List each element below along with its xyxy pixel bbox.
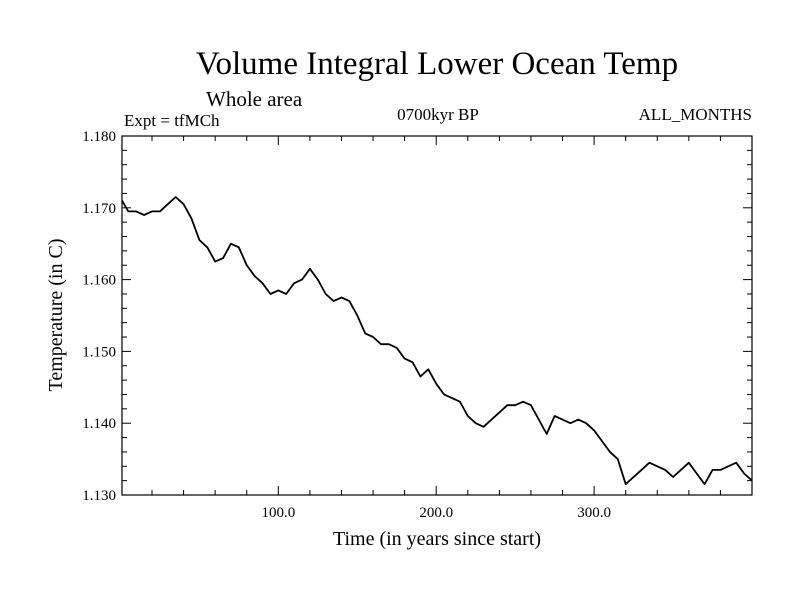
period-label: 0700kyr BP [397, 105, 479, 124]
y-tick-label: 1.140 [82, 416, 116, 432]
y-tick-label: 1.170 [82, 201, 116, 217]
chart-subtitle: Whole area [206, 87, 303, 111]
y-tick-label: 1.130 [82, 488, 116, 504]
y-tick-label: 1.160 [82, 273, 116, 289]
x-tick-label: 100.0 [261, 505, 295, 521]
x-axis-label: Time (in years since start) [333, 528, 541, 550]
x-tick-label: 300.0 [577, 505, 611, 521]
x-tick-label: 200.0 [419, 505, 453, 521]
plot-frame [121, 135, 753, 496]
y-tick-label: 1.180 [82, 129, 116, 145]
chart-title: Volume Integral Lower Ocean Temp [196, 46, 678, 82]
experiment-label: Expt = tfMCh [124, 111, 220, 130]
months-label: ALL_MONTHS [639, 105, 752, 124]
plot-area: 100.0 200.0 300.0 1.130 1.140 1.150 1.160 1.170… [82, 129, 753, 521]
y-axis-label: Temperature (in C) [45, 239, 67, 392]
temperature-series-line [121, 196, 753, 486]
y-tick-label: 1.150 [82, 344, 116, 360]
